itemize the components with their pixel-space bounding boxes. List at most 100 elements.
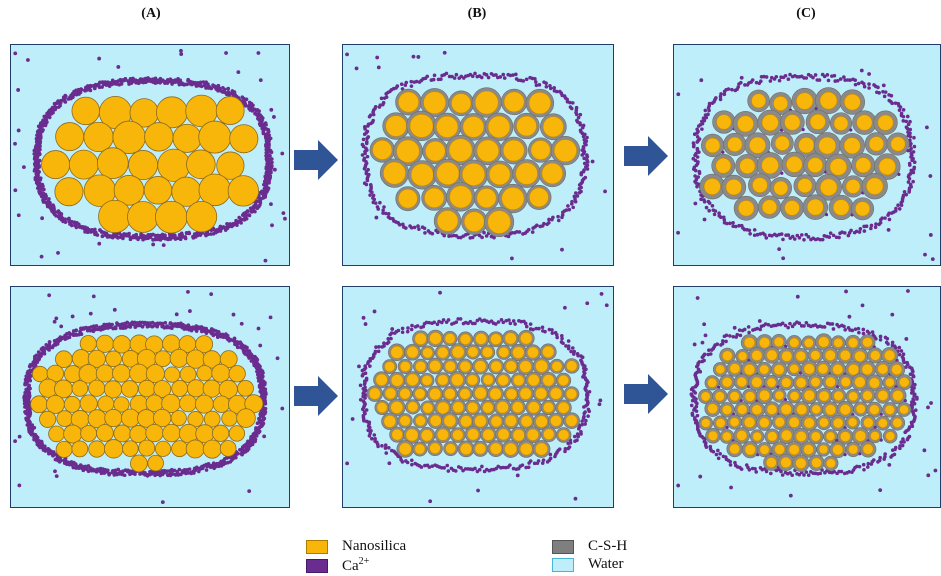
calcium-ion xyxy=(877,91,881,95)
nanosilica-particle xyxy=(751,349,763,361)
calcium-ion xyxy=(368,182,373,187)
nanosilica-particle xyxy=(436,161,460,186)
calcium-ion xyxy=(275,356,280,361)
nanosilica-particle xyxy=(535,387,548,400)
calcium-ion xyxy=(702,352,707,357)
calcium-ion xyxy=(527,461,531,465)
calcium-ion xyxy=(587,409,592,414)
nanosilica-particle xyxy=(54,177,84,207)
calcium-ion xyxy=(374,345,378,349)
nanosilica-particle xyxy=(103,380,123,399)
nanosilica-particle xyxy=(194,394,214,414)
calcium-ion xyxy=(802,473,806,477)
nanosilica-particle xyxy=(144,122,174,152)
nanosilica-particle xyxy=(463,211,485,233)
nanosilica-particle xyxy=(716,114,732,130)
calcium-ion xyxy=(190,327,195,331)
nanosilica-particle xyxy=(795,430,807,443)
nanosilica-particle xyxy=(789,337,800,348)
nanosilica-particle xyxy=(854,350,866,362)
calcium-ion xyxy=(576,353,580,358)
calcium-ion xyxy=(128,472,132,477)
legend-item-calcium: Ca2+ xyxy=(306,556,369,575)
calcium-ion xyxy=(912,167,916,171)
panel-top-b xyxy=(342,44,614,266)
nanosilica-particle xyxy=(743,363,756,376)
calcium-ion xyxy=(823,470,827,475)
calcium-ion xyxy=(582,156,586,161)
nanosilica-particle xyxy=(488,163,511,186)
nanosilica-particle xyxy=(429,360,442,373)
calcium-ion xyxy=(906,180,911,184)
calcium-ion xyxy=(128,237,133,242)
legend-label-water: Water xyxy=(588,556,624,572)
calcium-ion xyxy=(174,312,179,317)
calcium-ion xyxy=(110,470,115,475)
calcium-ion xyxy=(908,163,912,167)
calcium-ion xyxy=(103,80,108,84)
calcium-ion xyxy=(395,84,400,88)
calcium-ion xyxy=(769,75,774,80)
calcium-ion xyxy=(695,155,700,159)
calcium-ion xyxy=(804,76,809,80)
calcium-ion xyxy=(521,232,525,236)
calcium-ion xyxy=(363,322,368,326)
nanosilica-particle xyxy=(519,360,532,373)
calcium-ion xyxy=(362,156,367,161)
calcium-ion xyxy=(89,468,94,473)
calcium-ion xyxy=(247,489,252,494)
right-arrow-icon xyxy=(294,140,338,180)
nanosilica-particle xyxy=(818,417,829,428)
nanosilica-particle xyxy=(516,115,537,137)
nanosilica-particle xyxy=(415,415,426,427)
nanosilica-particle xyxy=(818,444,829,455)
nanosilica-particle xyxy=(877,418,888,429)
calcium-ion xyxy=(386,215,391,219)
calcium-ion xyxy=(842,75,846,79)
nanosilica-particle xyxy=(497,428,510,441)
calcium-ion xyxy=(408,224,412,228)
calcium-ion xyxy=(47,293,52,298)
calcium-ion xyxy=(853,78,858,83)
calcium-ion xyxy=(731,221,735,225)
calcium-ion xyxy=(584,418,588,423)
calcium-ion xyxy=(693,174,697,178)
calcium-ion xyxy=(387,461,392,466)
calcium-ion xyxy=(750,466,755,471)
calcium-ion xyxy=(695,135,700,139)
calcium-ion xyxy=(714,452,719,457)
calcium-ion xyxy=(365,419,369,424)
calcium-ion xyxy=(432,320,437,325)
calcium-ion xyxy=(806,235,811,239)
calcium-ion xyxy=(427,320,432,325)
calcium-ion xyxy=(866,461,871,466)
calcium-ion xyxy=(239,321,244,326)
calcium-ion xyxy=(363,364,367,368)
nanosilica-particle xyxy=(767,431,778,442)
calcium-ion xyxy=(227,339,232,343)
calcium-ion xyxy=(46,447,50,451)
calcium-ion xyxy=(736,85,741,89)
nanosilica-particle xyxy=(368,387,381,400)
nanosilica-particle xyxy=(71,440,89,458)
calcium-ion xyxy=(544,84,549,89)
calcium-ion xyxy=(219,464,224,468)
calcium-ion xyxy=(102,322,106,327)
calcium-ion xyxy=(537,326,541,331)
calcium-ion xyxy=(568,100,572,105)
nanosilica-particle xyxy=(847,417,858,428)
calcium-ion xyxy=(717,385,721,389)
calcium-ion xyxy=(373,349,378,354)
calcium-ion xyxy=(238,447,242,452)
calcium-ion xyxy=(480,464,484,469)
calcium-ion xyxy=(804,470,809,474)
calcium-ion xyxy=(721,339,725,343)
calcium-ion xyxy=(802,324,806,328)
nanosilica-particle xyxy=(445,443,457,455)
calcium-ion xyxy=(423,463,427,468)
calcium-ion xyxy=(912,135,916,140)
calcium-ion xyxy=(804,232,809,237)
calcium-ion xyxy=(689,392,694,396)
nanosilica-particle xyxy=(878,157,896,176)
nanosilica-particle xyxy=(474,414,487,428)
